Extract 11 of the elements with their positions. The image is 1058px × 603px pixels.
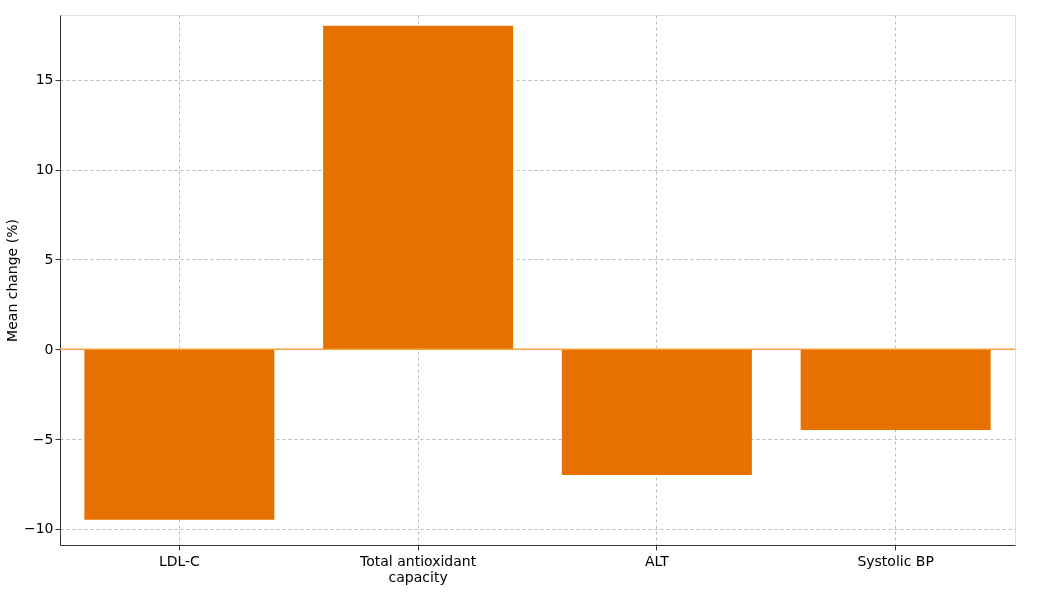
x-tick-label: Systolic BP	[857, 552, 934, 569]
x-tick-label: Total antioxidant capacity	[359, 552, 477, 585]
y-tick-label: 0	[44, 340, 54, 357]
y-tick-label: 10	[35, 161, 54, 178]
y-tick-label: 15	[35, 71, 54, 88]
x-tick-label: LDL-C	[158, 552, 201, 569]
y-axis-title: Mean change (%)	[3, 219, 20, 342]
y-tick-label: 5	[44, 250, 54, 267]
y-tick-label: −5	[32, 430, 54, 447]
x-tick-label: ALT	[644, 552, 670, 569]
y-tick-label: −10	[23, 520, 54, 537]
